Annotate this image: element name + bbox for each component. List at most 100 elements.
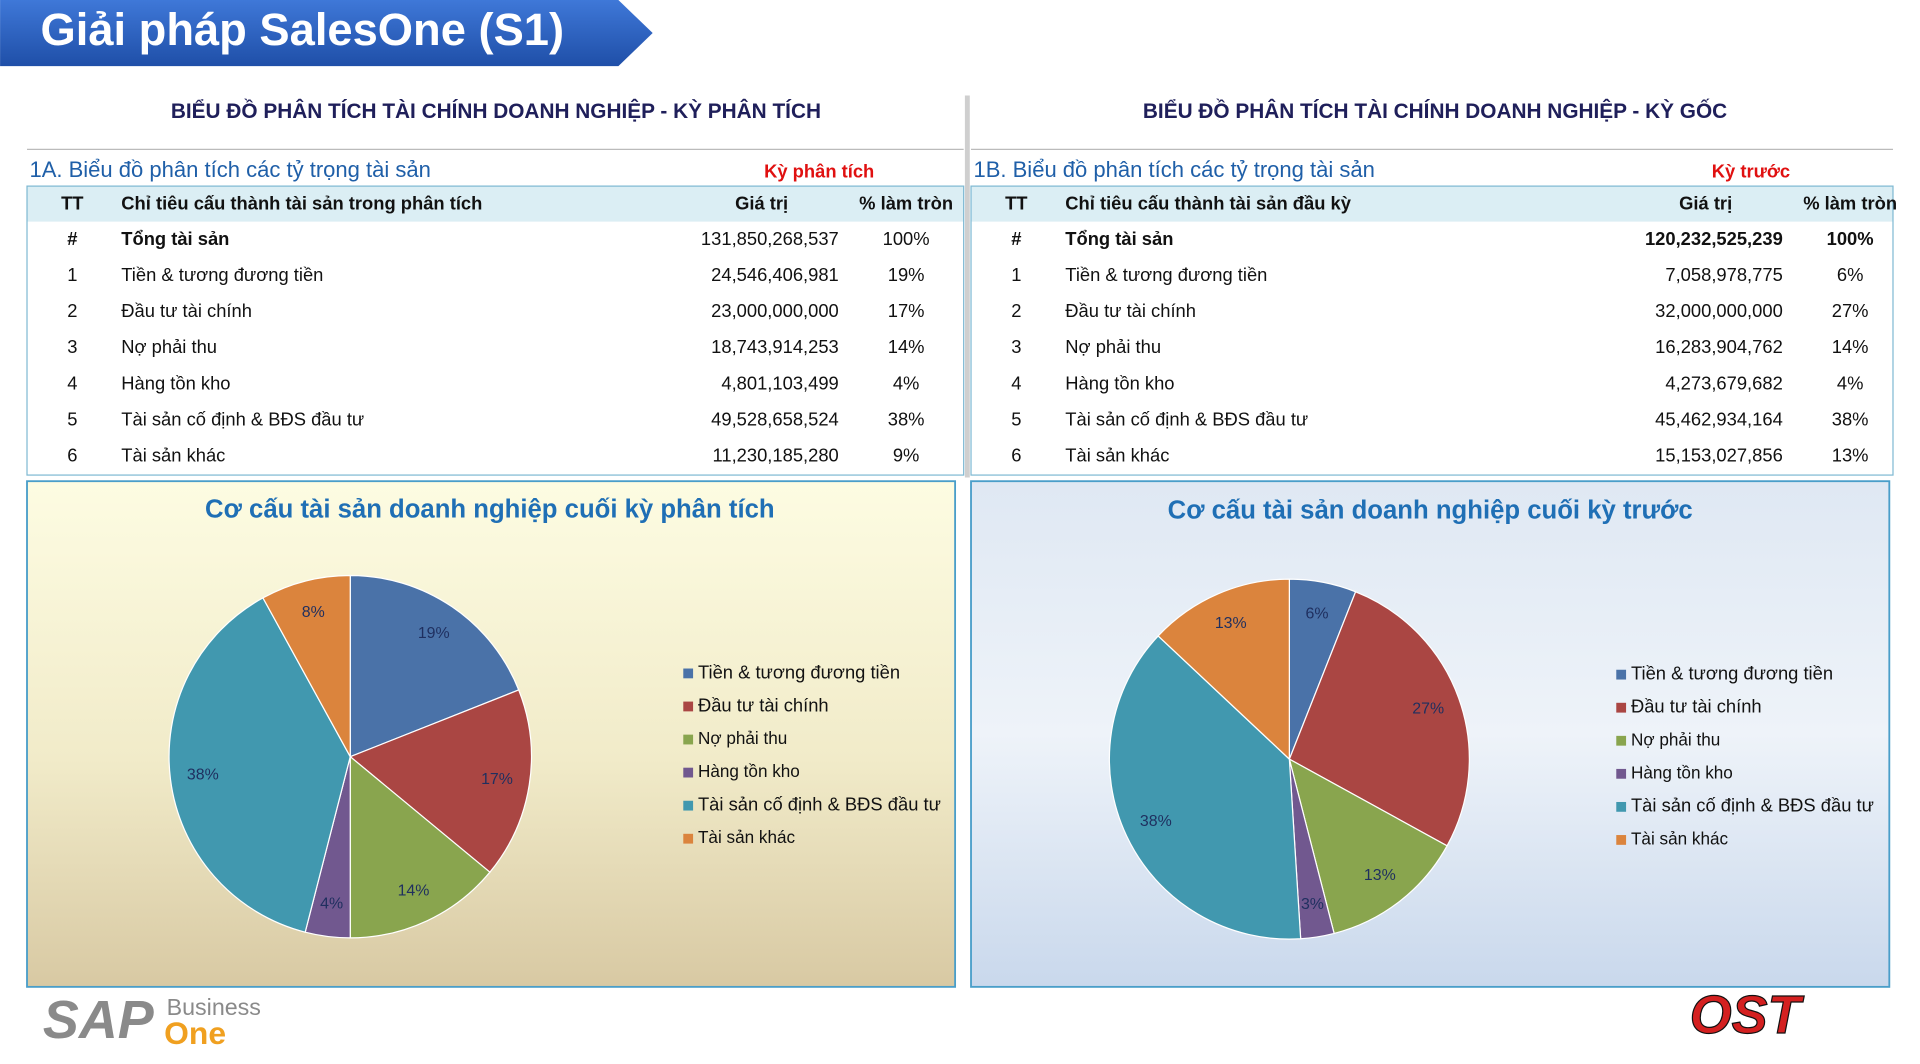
table-cell: 18,743,914,253 [711,336,839,357]
legend-label: Tài sản cố định & BĐS đầu tư [698,793,941,814]
table-cell: 5 [67,408,77,429]
table-cell: Tổng tài sản [1065,228,1173,249]
ost-logo: OST [1690,985,1805,1045]
pie-slice [349,755,491,939]
table-cell: 49,528,658,524 [711,408,839,429]
section-title: 1A. Biểu đồ phân tích các tỷ trọng tài s… [29,157,430,182]
table-cell: 16,283,904,762 [1655,336,1783,357]
table-cell: 27% [1832,300,1869,321]
legend-label: Tiền & tương đương tiền [1631,662,1833,683]
column-header: TT [1005,192,1028,213]
table-cell: 6 [1011,445,1021,466]
panel-heading: BIỂU ĐỒ PHÂN TÍCH TÀI CHÍNH DOANH NGHIỆP… [1143,99,1727,123]
legend-swatch [683,833,694,844]
table-cell: 6% [1837,264,1864,285]
table-cell: 45,462,934,164 [1655,408,1783,429]
period-label: Kỳ phân tích [764,160,874,181]
sap-business: Business [167,994,261,1020]
sap-one: One [164,1015,226,1051]
table-cell: Tài sản cố định & BĐS đầu tư [1065,408,1308,429]
table-cell: 5 [1011,408,1021,429]
table-cell: 32,000,000,000 [1655,300,1783,321]
sap-logo: SAP [43,990,154,1050]
legend-label: Nợ phải thu [1631,729,1720,749]
column-header: TT [61,192,84,213]
table-cell: Nợ phải thu [1065,336,1161,357]
table-cell: Tổng tài sản [121,228,229,249]
table-cell: Tài sản khác [1065,445,1169,466]
table-cell: 4 [67,372,77,393]
table-cell: 11,230,185,280 [713,445,839,466]
pie-slice [1288,590,1470,847]
period-label: Kỳ trước [1712,160,1790,181]
legend-swatch [1616,801,1627,812]
table-cell: 19% [888,264,925,285]
table-cell: 7,058,978,775 [1665,264,1782,285]
legend-swatch [1616,735,1627,746]
legend-label: Đầu tư tài chính [1631,696,1762,717]
table-cell: Đầu tư tài chính [1065,300,1196,321]
pie-slice [168,597,351,933]
legend-swatch [1616,768,1627,779]
legend-swatch [683,800,694,811]
slice-label: 8% [302,604,325,621]
legend-swatch [1616,702,1627,713]
table-border [970,185,1894,476]
table-cell: 4,801,103,499 [721,372,838,393]
chart-title: Cơ cấu tài sản doanh nghiệp cuối kỳ phân… [205,495,775,523]
table-cell: 24,546,406,981 [711,264,839,285]
table-cell: 120,232,525,239 [1645,228,1783,249]
legend-label: Tài sản khác [1631,828,1729,848]
table-cell: 17% [888,300,925,321]
table-cell: 23,000,000,000 [711,300,839,321]
pie-slice [1108,635,1302,940]
slice-label: 27% [1412,700,1444,717]
legend-swatch [1616,835,1627,845]
legend-label: Tiền & tương đương tiền [698,661,900,682]
table-cell: 13% [1832,445,1869,466]
column-header: % làm tròn [1803,192,1897,213]
table-cell: 38% [1832,408,1869,429]
table-cell: 2 [1011,300,1021,321]
slice-label: 13% [1364,867,1396,884]
legend-label: Đầu tư tài chính [698,694,829,715]
table-cell: 4% [1837,372,1864,393]
table-cell: 1 [67,264,77,285]
pie-slice [349,689,533,874]
title-banner [0,0,653,67]
panel-heading: BIỂU ĐỒ PHÂN TÍCH TÀI CHÍNH DOANH NGHIỆP… [171,99,821,123]
column-header: Giá trị [1679,192,1732,213]
legend-swatch [683,668,694,679]
table-cell: Tiền & tương đương tiền [121,264,323,285]
table-cell: 38% [888,408,925,429]
legend-label: Hàng tồn kho [1631,762,1733,782]
legend-swatch [683,767,694,778]
legend-label: Nợ phải thu [698,728,787,748]
table-header-bg [27,186,964,222]
table-cell: 1 [1011,264,1021,285]
column-header: % làm tròn [859,192,953,213]
table-cell: 4,273,679,682 [1665,372,1782,393]
slice-label: 19% [418,625,450,642]
column-header: Chỉ tiêu cấu thành tài sản đầu kỳ [1065,192,1351,213]
table-cell: Hàng tồn kho [1065,372,1174,393]
table-cell: 14% [888,336,925,357]
table-cell: Tiền & tương đương tiền [1065,264,1267,285]
table-border [26,185,965,476]
table-cell: 100% [883,228,930,249]
table-cell: 4 [1011,372,1021,393]
pie-slice [1157,578,1290,761]
legend-label: Tài sản cố định & BĐS đầu tư [1631,795,1874,816]
table-header-bg [971,186,1893,222]
slice-label: 17% [481,771,513,788]
chart-title: Cơ cấu tài sản doanh nghiệp cuối kỳ trướ… [1168,497,1693,525]
table-cell: 4% [893,372,920,393]
table-cell: 100% [1827,228,1874,249]
slice-label: 3% [1301,896,1324,913]
slice-label: 38% [187,767,219,784]
section-title: 1B. Biểu đồ phân tích các tỷ trọng tài s… [973,157,1374,182]
table-cell: 3 [67,336,77,357]
table-cell: 6 [67,445,77,466]
table-cell: 2 [67,300,77,321]
